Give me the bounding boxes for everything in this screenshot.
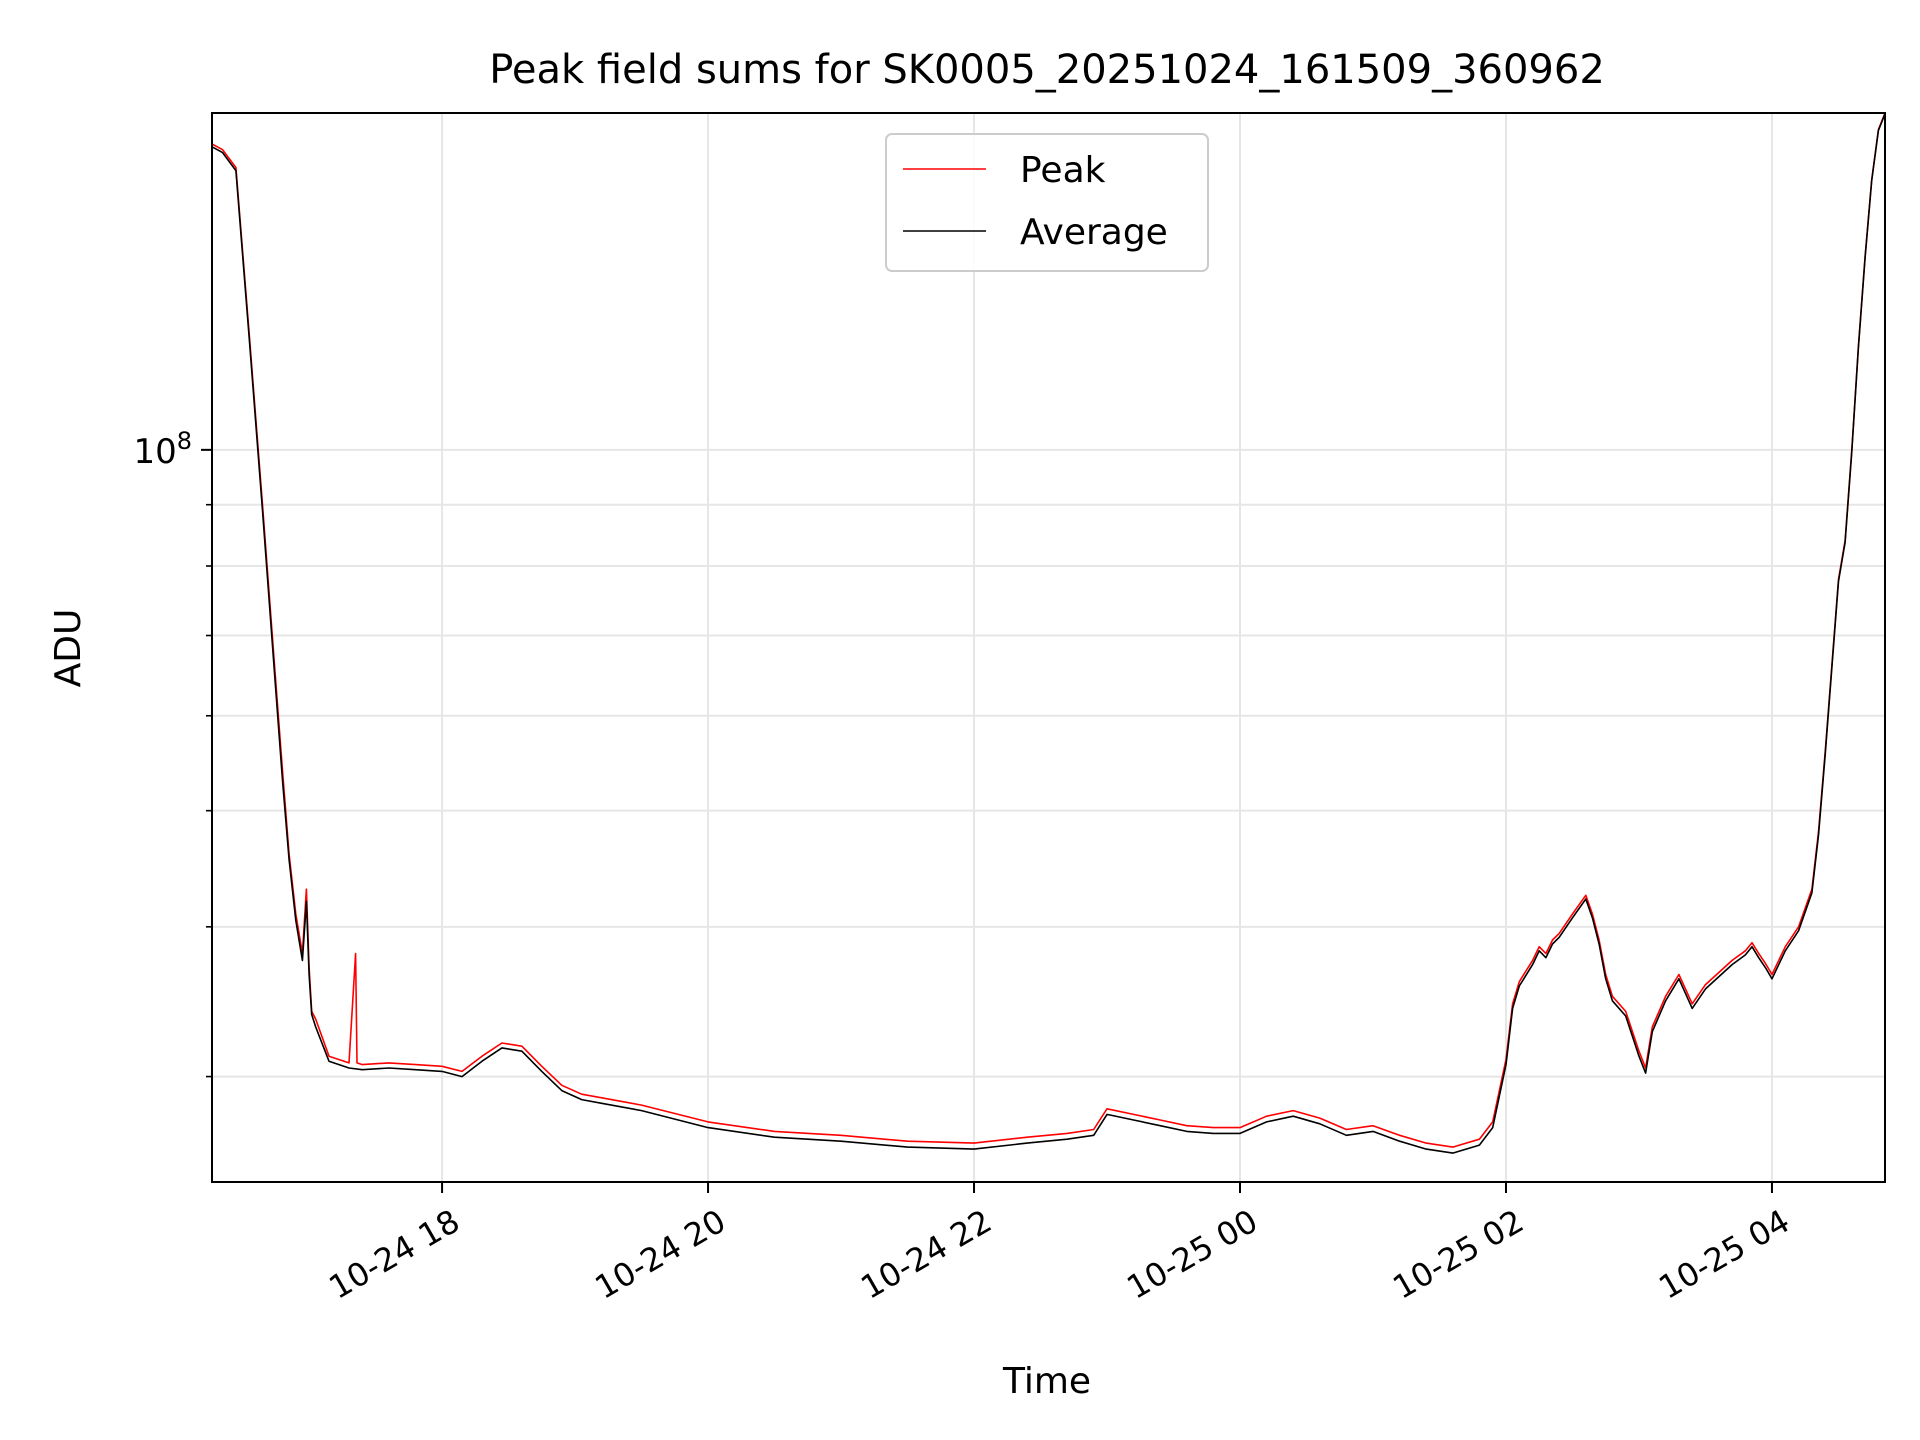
legend: Peak Average xyxy=(885,133,1209,272)
series-layer xyxy=(211,112,1886,1154)
chart-title: Peak field sums for SK0005_20251024_1615… xyxy=(489,47,1605,93)
grid-lines xyxy=(212,113,1885,1182)
y-tick-label: 108 xyxy=(133,427,192,472)
y-axis-label: ADU xyxy=(48,609,89,688)
plot-frame xyxy=(211,112,1886,1183)
y-tick-label-exponent: 8 xyxy=(177,427,192,455)
legend-label-average: Average xyxy=(1020,212,1168,253)
series-line-average xyxy=(211,113,1886,1154)
legend-label-peak: Peak xyxy=(1020,150,1106,191)
x-axis-label: Time xyxy=(1002,1361,1091,1402)
series-line-peak xyxy=(211,112,1886,1148)
y-axis-ticks: 108 xyxy=(133,427,212,1078)
y-tick-label-base: 10 xyxy=(133,432,176,472)
